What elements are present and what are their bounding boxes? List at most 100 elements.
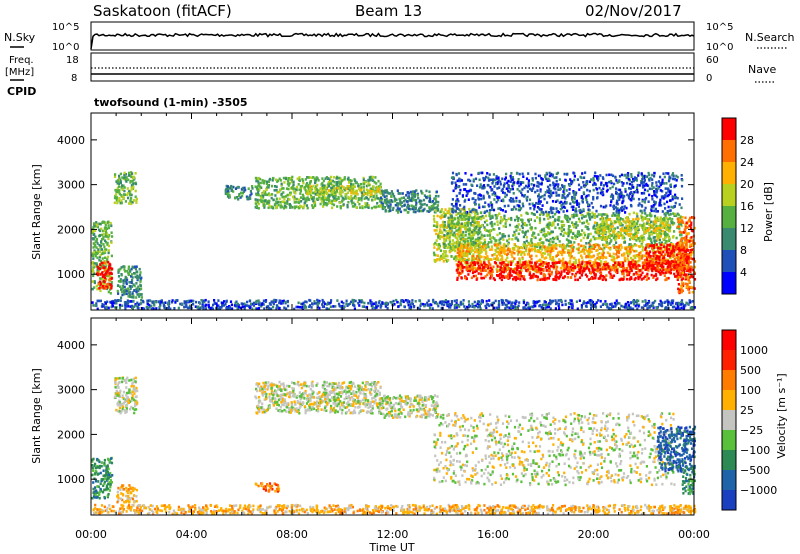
power-cell [510, 274, 513, 277]
power-cell [521, 220, 524, 224]
power-cell [97, 282, 100, 286]
power-cell [473, 246, 477, 250]
power-cell [665, 239, 668, 243]
power-cell [393, 197, 396, 201]
power-cell [448, 238, 451, 241]
power-cell [447, 242, 450, 246]
power-cell [507, 246, 510, 250]
power-cell [495, 250, 498, 254]
power-cell [463, 215, 466, 218]
power-cell [415, 189, 418, 192]
power-cell [127, 291, 131, 295]
power-cell [461, 218, 464, 221]
power-cell [670, 221, 673, 225]
power-cell [661, 265, 664, 269]
power-cell [267, 186, 270, 189]
power-cell [340, 188, 343, 192]
power-cell [124, 200, 127, 203]
power-cell [558, 258, 561, 261]
power-cell [309, 190, 312, 193]
power-cell [597, 233, 600, 236]
power-cell [97, 248, 100, 251]
power-cell [652, 259, 655, 262]
power-cell [458, 271, 461, 275]
power-cell [561, 262, 565, 265]
power-cell [567, 239, 570, 242]
power-cell [337, 187, 341, 190]
power-cell [502, 235, 505, 238]
power-cell [357, 184, 360, 188]
power-cell [642, 277, 645, 280]
power-cell [539, 261, 543, 264]
power-cell [663, 274, 666, 277]
power-cell [457, 223, 460, 226]
power-cell [114, 188, 117, 192]
power-cell [409, 199, 412, 202]
power-cell [644, 212, 647, 215]
power-cell [109, 221, 112, 225]
power-cell [100, 241, 103, 245]
power-cell [620, 246, 623, 249]
power-cell [552, 277, 555, 281]
power-cell [344, 192, 347, 196]
power-cell [469, 239, 472, 243]
power-cell [503, 251, 506, 255]
power-cell [629, 238, 632, 241]
power-cell [585, 254, 588, 258]
power-cell [652, 244, 655, 247]
power-cell [453, 233, 456, 237]
power-cell [375, 182, 378, 185]
power-cell [596, 215, 599, 218]
power-cell [96, 251, 99, 255]
power-cell [104, 239, 107, 242]
power-cell [464, 227, 467, 230]
power-cell [612, 255, 615, 259]
power-cell [133, 284, 136, 288]
power-cell [469, 214, 472, 217]
power-cell [120, 288, 123, 291]
power-cell [560, 228, 563, 231]
power-cell [105, 260, 108, 263]
power-cell [347, 200, 350, 204]
power-cell [559, 243, 562, 247]
power-cell [130, 186, 133, 189]
power-cell [532, 231, 535, 234]
power-cell [662, 271, 665, 275]
power-cell [635, 239, 638, 242]
power-cell [635, 265, 638, 268]
power-cell [633, 237, 636, 241]
power-cell [397, 211, 400, 214]
power-cell [372, 179, 375, 182]
power-cell [513, 257, 516, 260]
power-cell [617, 263, 620, 266]
power-cell [531, 276, 535, 279]
power-cell [127, 265, 130, 269]
power-cell [609, 229, 612, 233]
power-cell [92, 264, 95, 267]
power-cell [556, 235, 559, 239]
power-cell [518, 270, 521, 273]
power-cell [661, 217, 665, 221]
power-cell [135, 296, 138, 299]
power-cell [585, 219, 589, 223]
power-cell [482, 276, 486, 280]
power-cell [637, 231, 640, 234]
power-cell [459, 268, 462, 271]
power-cell [114, 173, 117, 176]
power-cell [330, 191, 334, 194]
power-cell [547, 253, 550, 256]
power-cell [339, 201, 342, 204]
power-cell [499, 221, 502, 225]
power-cell [505, 259, 508, 262]
power-cell [346, 203, 349, 207]
power-cell [386, 191, 389, 195]
power-cell [643, 222, 646, 226]
power-cell [361, 194, 364, 197]
power-cell [535, 270, 538, 274]
power-cell [468, 252, 472, 255]
power-cell [603, 226, 606, 229]
power-cell [532, 267, 535, 271]
power-cell [469, 228, 472, 231]
power-cell [668, 270, 671, 274]
power-cell [431, 200, 435, 203]
